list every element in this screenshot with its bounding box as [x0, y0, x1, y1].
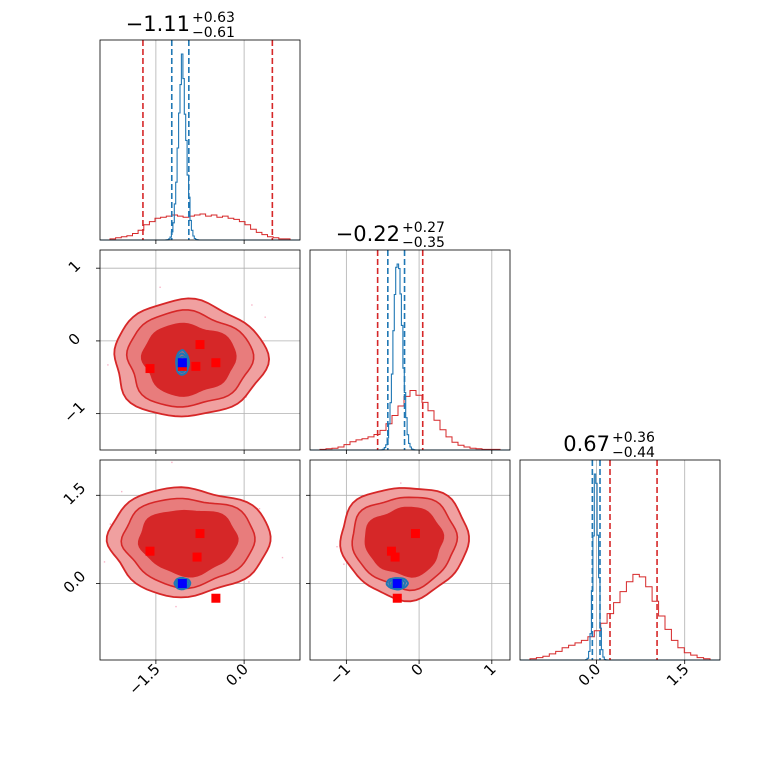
panel-title-median: −1.11: [126, 12, 190, 36]
sample-marker: [386, 546, 396, 556]
posterior-histogram: [520, 473, 720, 661]
panel-title-median: 0.67: [563, 432, 610, 456]
x-tick-label: 1: [480, 660, 499, 679]
sample-marker: [145, 364, 155, 374]
diag-panel-0: −1.11 +0.63−0.61: [99, 10, 301, 241]
panel-frame: [99, 459, 301, 661]
prior-histogram: [109, 213, 291, 240]
diag-panel-2: 0.67 +0.36−0.44: [519, 430, 721, 661]
prior-contour-inner: [137, 509, 239, 578]
x-tick-label: 0.0: [575, 660, 605, 690]
panel-frame: [99, 249, 301, 451]
scatter-point: [171, 461, 173, 464]
y-tick-label: 0: [65, 330, 84, 349]
scatter-point: [175, 605, 177, 608]
scatter-point: [91, 384, 92, 385]
x-tick-label: −1.5: [125, 660, 163, 698]
panel-frame: [99, 39, 301, 241]
truth-marker: [392, 579, 402, 589]
posterior-histogram: [100, 53, 300, 241]
scatter-point: [248, 581, 250, 583]
scatter-point: [103, 561, 106, 563]
sample-marker: [191, 361, 201, 371]
sample-marker: [195, 529, 205, 539]
y-tick-label: 1.5: [60, 479, 90, 509]
pair-panel-1-2: [309, 459, 511, 661]
x-tick-label: 0: [407, 660, 426, 679]
sample-marker: [145, 546, 155, 556]
y-tick-label: −1: [60, 398, 88, 426]
y-tick-label: 1: [65, 257, 84, 276]
panel-frame: [519, 459, 721, 661]
scatter-point: [264, 316, 266, 318]
panel-title-plus: +0.27: [402, 220, 445, 236]
y-tick-label: 0.0: [60, 567, 90, 597]
sample-marker: [195, 340, 205, 350]
prior-histogram: [529, 573, 711, 660]
panel-title-minus: −0.35: [402, 235, 445, 251]
sample-marker: [192, 552, 202, 562]
panel-title-minus: −0.61: [192, 25, 235, 41]
scatter-point: [159, 286, 161, 288]
panel-frame: [309, 459, 511, 661]
prior-contour-inner: [364, 506, 445, 578]
scatter-point: [251, 304, 253, 306]
panel-title-plus: +0.36: [612, 430, 655, 446]
truth-marker: [177, 579, 187, 589]
scatter-point: [281, 556, 284, 559]
sample-marker: [392, 593, 402, 603]
sample-marker: [390, 552, 400, 562]
x-tick-label: 1.5: [663, 660, 693, 690]
scatter-point: [400, 482, 402, 484]
panel-title-plus: +0.63: [192, 10, 235, 26]
panel-title-median: −0.22: [336, 222, 400, 246]
sample-marker: [211, 358, 221, 368]
scatter-point: [336, 546, 338, 548]
sample-marker: [410, 529, 420, 539]
prior-histogram: [319, 390, 501, 450]
sample-marker: [211, 593, 221, 603]
scatter-point: [109, 523, 112, 525]
truth-marker: [177, 358, 187, 368]
x-tick-label: −1: [326, 660, 354, 688]
scatter-point: [258, 508, 261, 510]
scatter-point: [121, 490, 123, 493]
x-tick-label: 0.0: [222, 660, 252, 690]
scatter-point: [107, 364, 109, 366]
posterior-histogram: [310, 263, 510, 451]
diag-panel-1: −0.22 +0.27−0.35: [309, 220, 511, 451]
pair-panel-0-2: [99, 459, 301, 661]
panel-title-minus: −0.44: [612, 445, 655, 461]
pair-panel-0-1: [91, 249, 301, 451]
panel-frame: [309, 249, 511, 451]
scatter-point: [343, 563, 345, 565]
